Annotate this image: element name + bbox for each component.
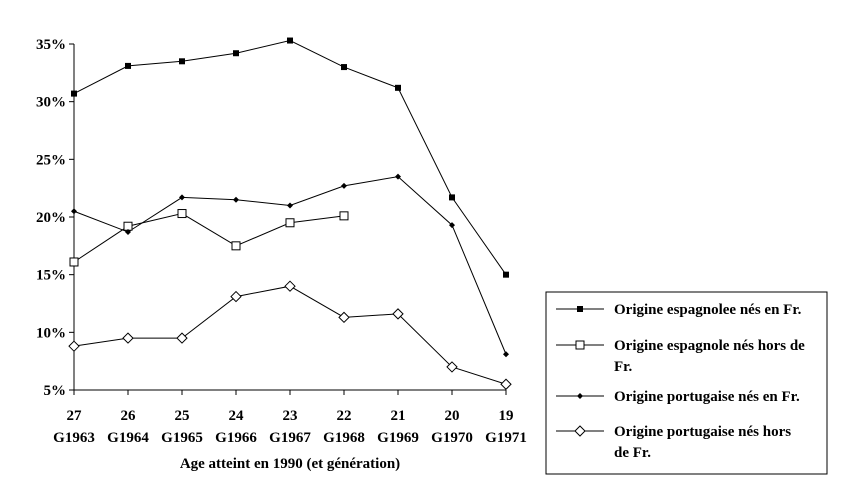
data-point-series-3 (341, 182, 347, 189)
data-point-series-4 (500, 378, 512, 390)
data-point-series-3 (233, 196, 239, 203)
x-tick-label-age: 23 (283, 408, 298, 424)
x-tick-label-generation: G1969 (377, 430, 419, 446)
data-point-series-1 (125, 62, 131, 69)
data-point-series-1 (179, 58, 185, 65)
legend-label-4: Origine portugaise nés hors (614, 424, 791, 440)
x-tick-label-age: 21 (391, 408, 406, 424)
data-point-series-2 (339, 211, 349, 221)
data-point-series-4 (446, 361, 458, 373)
data-point-series-2 (285, 218, 295, 228)
x-tick-label-generation: G1970 (431, 430, 473, 446)
y-tick-label: 5% (44, 383, 67, 399)
x-tick-label-age: 22 (337, 408, 352, 424)
x-tick-label-generation: G1968 (323, 430, 365, 446)
data-point-series-4 (392, 308, 404, 320)
data-point-series-1 (503, 271, 509, 278)
legend-marker-1 (577, 306, 583, 312)
x-tick-labels: 27 G1963 26 G1964 25 G1965 24 G1966 23 G1967 22 G19… (53, 408, 527, 446)
legend-label-2: Origine espagnole nés hors de (614, 338, 805, 354)
x-tick-label-age: 24 (229, 408, 245, 424)
y-tick-labels: 5% 10% 15% 20% 25% 30% 35% (36, 37, 66, 399)
data-point-series-3 (71, 208, 77, 215)
axes (69, 43, 507, 395)
legend: Origine espagnolee nés en Fr. Origine esp… (545, 291, 828, 475)
x-tick-label-age: 27 (67, 408, 83, 424)
data-point-series-3 (395, 173, 401, 180)
series-line-4 (73, 285, 507, 385)
data-point-series-3 (179, 194, 185, 201)
series-lines (73, 40, 507, 385)
x-tick-label-generation: G1963 (53, 430, 95, 446)
x-tick-label-generation: G1967 (269, 430, 311, 446)
y-tick-label: 30% (36, 95, 66, 111)
x-tick-label-age: 25 (175, 408, 190, 424)
x-tick-label-age: 26 (121, 408, 137, 424)
data-point-series-4 (68, 340, 80, 352)
x-tick-label-generation: G1966 (215, 430, 257, 446)
legend-marker-2 (575, 340, 585, 350)
legend-marker-4 (574, 425, 586, 437)
series-markers (68, 37, 512, 390)
data-point-series-3 (449, 222, 455, 229)
data-point-series-1 (287, 37, 293, 44)
legend-label-2: Fr. (614, 359, 632, 375)
x-tick-label-generation: G1964 (107, 430, 149, 446)
data-point-series-2 (69, 257, 79, 267)
data-point-series-3 (287, 202, 293, 209)
data-point-series-1 (395, 84, 401, 91)
legend-box (545, 291, 828, 475)
legend-label-4: de Fr. (614, 445, 651, 461)
legend-marker-3 (577, 393, 583, 399)
x-tick-label-generation: G1971 (485, 430, 527, 446)
y-tick-label: 15% (36, 268, 66, 284)
data-point-series-1 (341, 64, 347, 71)
y-tick-label: 20% (36, 210, 66, 226)
x-tick-label-age: 20 (445, 408, 460, 424)
data-point-series-4 (230, 290, 242, 303)
y-tick-label: 10% (36, 325, 66, 341)
data-point-series-1 (71, 90, 77, 97)
data-point-series-2 (231, 241, 241, 251)
data-point-series-1 (233, 50, 239, 57)
y-tick-label: 25% (36, 152, 66, 168)
x-tick-label-age: 19 (499, 408, 514, 424)
x-axis-title: Age atteint en 1990 (et génération) (180, 456, 400, 472)
data-point-series-3 (125, 228, 131, 235)
legend-label-3: Origine portugaise nés en Fr. (614, 389, 800, 405)
data-point-series-1 (449, 194, 455, 201)
data-point-series-4 (122, 332, 134, 344)
legend-label-1: Origine espagnolee nés en Fr. (614, 302, 802, 318)
data-point-series-4 (284, 280, 296, 292)
series-line-1 (73, 40, 507, 275)
data-point-series-2 (177, 209, 187, 219)
data-point-series-4 (338, 311, 350, 324)
data-point-series-4 (176, 332, 188, 344)
series-line-2 (73, 213, 345, 263)
data-point-series-3 (503, 351, 509, 358)
y-tick-label: 35% (36, 37, 66, 53)
x-tick-label-generation: G1965 (161, 430, 203, 446)
